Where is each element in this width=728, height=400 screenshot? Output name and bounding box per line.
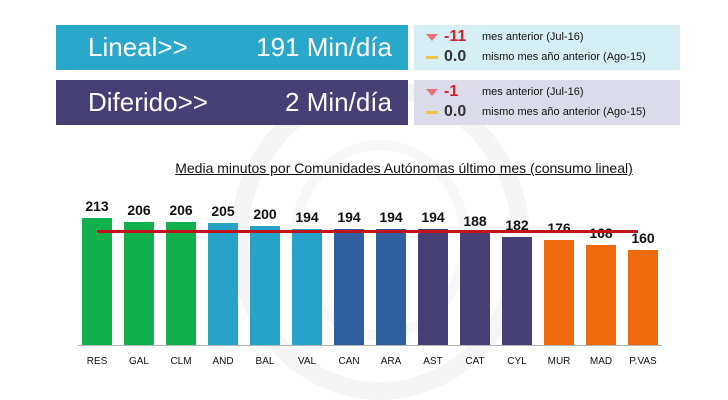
bar-value-label: 188 — [463, 213, 487, 229]
kpi-lineal: Lineal>> 191 Min/día — [56, 25, 408, 70]
delta-text: mes anterior (Jul-16) — [482, 86, 584, 98]
kpi-lineal-value: 191 Min/día — [256, 32, 392, 62]
bar-val — [292, 229, 322, 345]
delta-value: -11 — [444, 28, 467, 45]
bar-clm — [166, 222, 196, 345]
delta-text: mismo mes año anterior (Ago-15) — [482, 51, 646, 63]
bar-ast — [418, 229, 448, 345]
bar-cyl — [502, 237, 532, 345]
bar-value-label: 213 — [85, 198, 109, 214]
kpi-diferido: Diferido>> 2 Min/día — [56, 80, 408, 125]
delta-row-prev-year: 0.0 mismo mes año anterior (Ago-15) — [414, 47, 646, 67]
bar-cat — [460, 233, 490, 345]
bar-value-label: 206 — [169, 202, 193, 218]
bar-ara — [376, 229, 406, 345]
bar-value-label: 194 — [421, 209, 445, 225]
category-label: MAD — [589, 356, 613, 367]
delta-row-prev-month: -1 mes anterior (Jul-16) — [414, 82, 583, 102]
category-label: AST — [423, 356, 443, 367]
bar-gal — [124, 222, 154, 345]
bar-value-label: 206 — [127, 202, 151, 218]
kpi-diferido-label: Diferido>> — [88, 87, 208, 117]
delta-row-prev-year: 0.0 mismo mes año anterior (Ago-15) — [414, 102, 646, 122]
kpi-diferido-value: 2 Min/día — [285, 87, 392, 117]
bar-pvas — [628, 250, 658, 345]
triangle-down-icon — [426, 88, 438, 96]
category-label: CAT — [465, 356, 485, 367]
kpi-lineal-label: Lineal>> — [88, 32, 188, 62]
category-label: AND — [212, 356, 234, 367]
delta-value: -1 — [444, 83, 459, 100]
bar-res — [82, 218, 112, 345]
category-label: BAL — [255, 356, 275, 367]
x-axis-baseline — [78, 345, 662, 346]
bar-value-label: 160 — [631, 230, 655, 246]
delta-panel-lineal: -11 mes anterior (Jul-16) 0.0 mismo mes … — [414, 25, 680, 70]
bar-value-label: 205 — [211, 203, 235, 219]
chart-title: Media minutos por Comunidades Autónomas … — [175, 160, 633, 176]
category-label: VAL — [297, 356, 317, 367]
delta-text: mismo mes año anterior (Ago-15) — [482, 106, 646, 118]
category-label: GAL — [128, 356, 149, 367]
flat-dash-icon — [426, 55, 438, 59]
bar-value-label: 194 — [379, 209, 403, 225]
bar-value-label: 182 — [505, 217, 529, 233]
bar-bal — [250, 226, 280, 345]
category-label: RES — [86, 356, 108, 367]
bar-and — [208, 223, 238, 345]
bar-value-label: 168 — [589, 225, 613, 241]
category-label: CYL — [507, 356, 527, 367]
average-reference-line — [97, 230, 638, 233]
flat-dash-icon — [426, 110, 438, 114]
bar-value-label: 194 — [295, 209, 319, 225]
category-label: P.VAS — [629, 356, 657, 367]
delta-text: mes anterior (Jul-16) — [482, 31, 584, 43]
bar-value-label: 200 — [253, 206, 277, 222]
category-label: MUR — [547, 356, 571, 367]
delta-value: 0.0 — [444, 48, 467, 65]
delta-row-prev-month: -11 mes anterior (Jul-16) — [414, 27, 583, 47]
bar-mur — [544, 240, 574, 345]
delta-panel-diferido: -1 mes anterior (Jul-16) 0.0 mismo mes a… — [414, 80, 680, 125]
bar-value-label: 194 — [337, 209, 361, 225]
category-label: CAN — [338, 356, 360, 367]
category-label: CLM — [170, 356, 192, 367]
bar-can — [334, 229, 364, 345]
delta-value: 0.0 — [444, 103, 467, 120]
bar-mad — [586, 245, 616, 345]
triangle-down-icon — [426, 33, 438, 41]
category-label: ARA — [380, 356, 402, 367]
